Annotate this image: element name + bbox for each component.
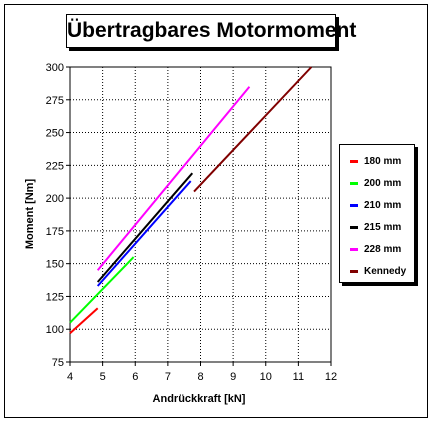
x-tick-label: 6 — [132, 371, 138, 383]
x-tick-label: 8 — [197, 371, 203, 383]
y-tick-label: 200 — [46, 193, 64, 205]
y-tick-label: 150 — [46, 259, 64, 271]
series-line — [193, 66, 313, 193]
x-tick-label: 5 — [100, 371, 106, 383]
y-tick-label: 175 — [46, 226, 64, 238]
series-line — [69, 307, 99, 334]
y-tick-label: 250 — [46, 128, 64, 140]
y-tick-label: 275 — [46, 95, 64, 107]
y-tick-label: 75 — [52, 357, 64, 369]
x-tick-label: 12 — [325, 371, 337, 383]
axes — [66, 66, 332, 366]
legend-label: 228 mm — [364, 243, 402, 255]
legend-item: 215 mm — [350, 216, 414, 238]
x-axis-title: Andrückkraft [kN] — [153, 393, 246, 405]
y-tick-label: 225 — [46, 160, 64, 172]
legend-label: 200 mm — [364, 177, 402, 189]
legend-swatch — [350, 181, 358, 185]
legend-swatch — [350, 225, 358, 229]
y-tick-label: 125 — [46, 291, 64, 303]
grid — [70, 67, 331, 362]
legend-swatch — [350, 269, 358, 273]
legend-item: 210 mm — [350, 194, 414, 216]
x-tick-label: 10 — [260, 371, 272, 383]
legend-swatch — [350, 247, 358, 251]
series-lines — [69, 66, 313, 334]
legend-label: 215 mm — [364, 221, 402, 233]
series-line — [96, 180, 192, 287]
legend-item: 180 mm — [350, 150, 414, 172]
legend-item: 228 mm — [350, 238, 414, 260]
legend-item: 200 mm — [350, 172, 414, 194]
y-tick-label: 100 — [46, 324, 64, 336]
x-tick-label: 9 — [230, 371, 236, 383]
legend-label: 180 mm — [364, 155, 402, 167]
x-tick-label: 11 — [293, 371, 304, 383]
legend-label: 210 mm — [364, 199, 402, 211]
legend-label: Kennedy — [364, 265, 407, 277]
legend-swatch — [350, 203, 358, 207]
series-line — [96, 172, 194, 283]
series-line — [69, 256, 135, 324]
y-axis-title: Moment [Nm] — [24, 179, 36, 250]
tick-labels: 4 5 6 7 8 9 10 11 12 75 100 125 150 175 200 225 250 275 30… — [46, 62, 337, 383]
legend-item: Kennedy — [350, 260, 414, 282]
x-tick-label: 4 — [67, 371, 73, 383]
legend-swatch — [350, 159, 358, 163]
series-line — [96, 86, 251, 271]
chart-title: Übertragbares Motormoment — [66, 14, 356, 48]
legend: 180 mm 200 mm 210 mm 215 mm 228 mm Kenne… — [339, 144, 415, 283]
x-tick-label: 7 — [165, 371, 171, 383]
y-tick-label: 300 — [46, 62, 64, 74]
